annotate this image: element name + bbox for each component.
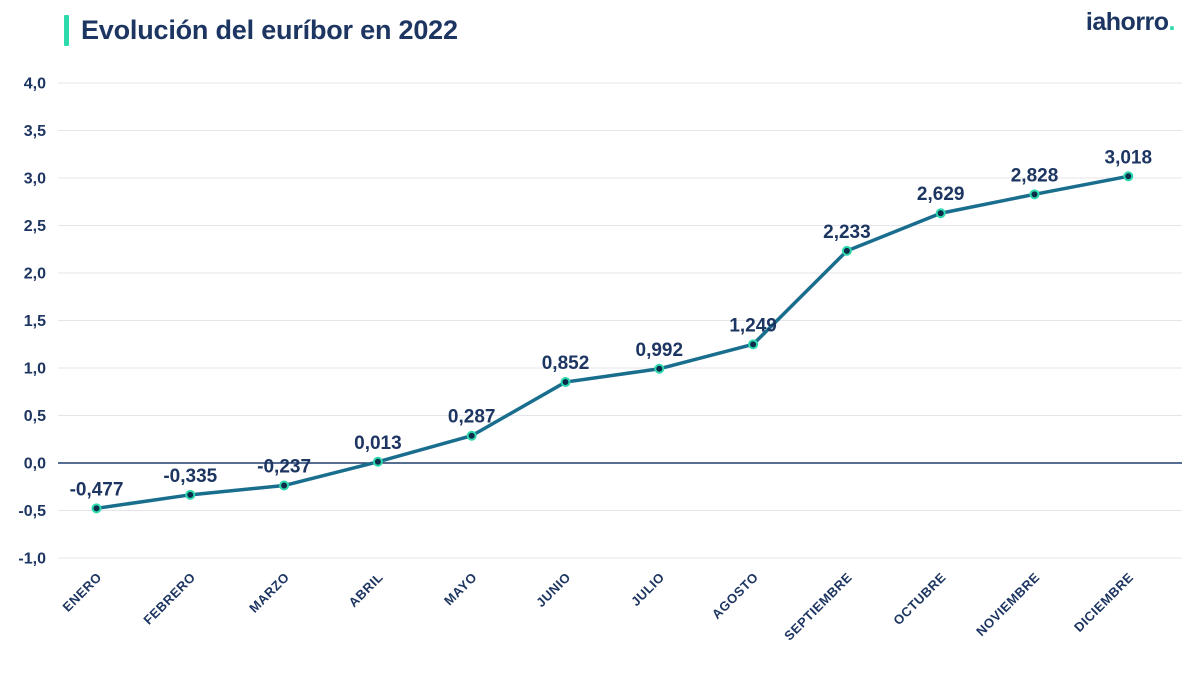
data-point-value-label: 2,828 [1011,165,1059,186]
x-axis-month-label: JUNIO [533,570,573,610]
data-point-value-label: 1,249 [729,315,777,336]
x-axis-month-label: FEBRERO [140,570,198,628]
data-point-value-label: 0,992 [636,340,684,361]
data-point-marker [91,503,102,514]
y-axis-tick-label: -1,0 [18,551,46,568]
y-axis-tick-label: 3,0 [24,171,46,188]
data-point-value-label: 2,629 [917,184,965,205]
data-point-marker [279,480,290,491]
x-axis-month-label: MARZO [246,570,292,616]
data-point-value-label: -0,477 [70,479,124,500]
logo-dot: . [1168,8,1176,36]
data-point-value-label: -0,237 [257,457,311,478]
x-axis-month-label: DICIEMBRE [1071,570,1136,635]
y-axis-tick-label: -0,5 [18,503,46,520]
x-axis-month-label: JULIO [628,570,667,609]
title-accent-bar [64,15,69,46]
data-point-marker [748,339,759,350]
x-axis-month-label: ABRIL [346,570,386,610]
data-point-value-label: -0,335 [163,466,217,487]
header: Evolución del euríbor en 2022 iahorro. [0,0,1200,58]
data-point-value-label: 0,287 [448,407,496,428]
x-axis-month-label: MAYO [441,570,480,609]
euribor-series-line [94,174,1131,511]
x-axis-month-label: SEPTIEMBRE [781,570,855,644]
data-point-marker [654,363,665,374]
data-point-marker [560,377,571,388]
x-axis-month-label: OCTUBRE [890,570,949,629]
y-axis-tick-label: 3,5 [24,123,46,140]
data-point-marker [935,208,946,219]
y-axis-tick-label: 2,5 [24,218,46,235]
data-point-value-label: 0,013 [354,433,402,454]
data-point-marker [372,456,383,467]
data-point-value-label: 2,233 [823,222,871,243]
y-axis-tick-label: 1,0 [24,361,46,378]
title-block: Evolución del euríbor en 2022 [64,12,458,48]
page-title: Evolución del euríbor en 2022 [81,15,458,45]
data-point-marker [466,430,477,441]
iahorro-logo: iahorro. [1085,8,1176,37]
data-point-marker [841,245,852,256]
logo-text: iahorro [1085,8,1169,36]
x-axis-month-label: AGOSTO [709,570,761,622]
y-axis-tick-label: 0,5 [24,408,46,425]
data-point-marker [185,489,196,500]
y-axis-tick-label: 4,0 [24,76,46,93]
x-axis-month-label: NOVIEMBRE [973,570,1042,639]
y-axis-tick-label: 0,0 [24,456,46,473]
data-point-marker [1029,189,1040,200]
x-axis-month-label: ENERO [60,570,105,615]
y-axis-tick-label: 1,5 [24,313,46,330]
data-point-value-label: 3,018 [1105,147,1153,168]
data-point-value-label: 0,852 [542,353,590,374]
data-point-marker [1123,171,1134,182]
y-axis-tick-label: 2,0 [24,266,46,283]
